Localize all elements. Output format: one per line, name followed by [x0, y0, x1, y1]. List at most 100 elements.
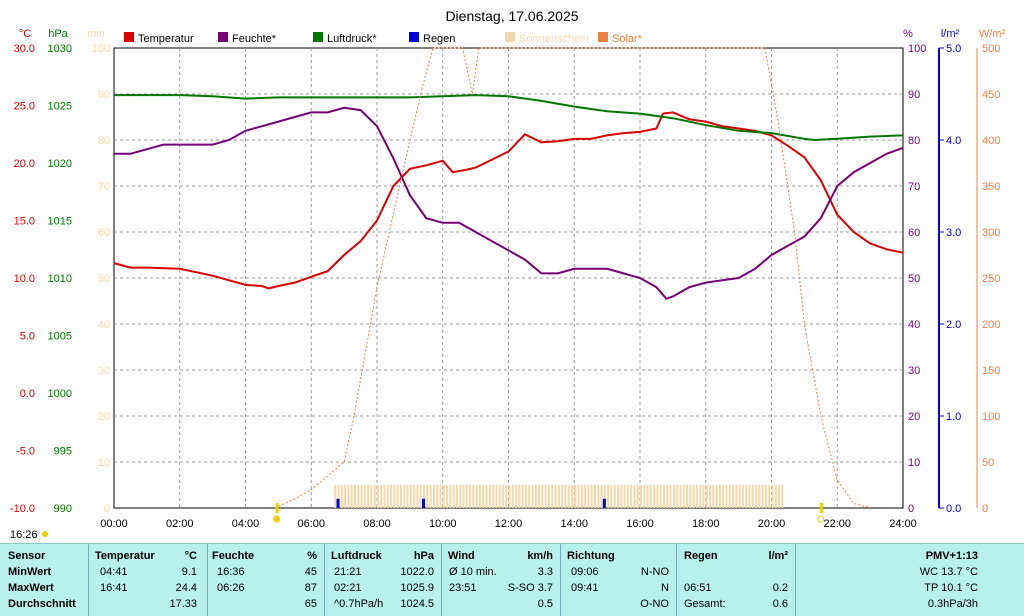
- sunshine-bar: [386, 485, 389, 508]
- sunshine-bar: [666, 485, 669, 508]
- sunshine-bar: [439, 485, 442, 508]
- sunshine-bar: [686, 485, 689, 508]
- sunshine-bar: [485, 485, 488, 508]
- rain-tick-label: 1.0: [946, 411, 961, 423]
- sunshine-bar: [728, 485, 731, 508]
- sunshine-bar: [419, 485, 422, 508]
- legend-label: Solar*: [612, 33, 643, 45]
- time-tick-label: 22:00: [823, 518, 851, 530]
- stats-dir-value: N-NO: [640, 566, 669, 578]
- sunshine-bar: [643, 485, 646, 508]
- sunshine-bar: [446, 485, 449, 508]
- min-tick-label: 10: [98, 457, 110, 469]
- sunshine-bar: [633, 485, 636, 508]
- sunshine-bar: [751, 485, 754, 508]
- legend-swatch: [598, 32, 608, 42]
- sunshine-bar: [702, 485, 705, 508]
- stats-press-time: 02:21: [334, 582, 362, 594]
- press-tick-label: 1000: [48, 388, 72, 400]
- pct-tick-label: 70: [908, 181, 920, 193]
- sunshine-bar: [511, 485, 514, 508]
- sunshine-bar: [649, 485, 652, 508]
- legend-swatch: [505, 32, 515, 42]
- temp-tick-label: 15.0: [14, 216, 35, 228]
- rain-bar: [602, 498, 606, 508]
- time-tick-label: 08:00: [363, 518, 391, 530]
- sunshine-bar: [699, 485, 702, 508]
- stats-dir-value: N: [661, 582, 669, 594]
- time-tick-label: 06:00: [297, 518, 325, 530]
- stats-hum-value: 65: [304, 598, 317, 610]
- temp-tick-label: 0.0: [20, 388, 35, 400]
- solar-tick-label: 200: [982, 319, 1000, 331]
- stats-press-value: 1022.0: [400, 566, 434, 578]
- stats-row-label: MinWert: [8, 566, 52, 578]
- stats-hum-value: 45: [304, 566, 317, 578]
- sunshine-bar: [656, 485, 659, 508]
- sunshine-bar: [426, 485, 429, 508]
- series-line-feuchte: [114, 106, 904, 300]
- stats-rain-value: 0.2: [772, 582, 788, 594]
- sunshine-bar: [508, 485, 511, 508]
- press-tick-label: 1020: [48, 158, 72, 170]
- stats-press-value: 1025.9: [400, 582, 434, 594]
- time-tick-label: 18:00: [692, 518, 720, 530]
- sunshine-bar: [781, 485, 784, 508]
- rain-bar: [336, 498, 340, 508]
- temp-tick-label: 25.0: [14, 101, 35, 113]
- sunshine-bar: [380, 485, 383, 508]
- legend: Temperatur Feuchte* Luftdruck* Regen Sonnens…: [124, 32, 643, 45]
- sunshine-bar: [334, 485, 337, 508]
- press-unit-label: hPa: [48, 28, 68, 40]
- sunshine-bar: [452, 485, 455, 508]
- sunshine-bar: [472, 485, 475, 508]
- sunshine-bar: [429, 485, 432, 508]
- sunshine-bar: [400, 485, 403, 508]
- stats-row-label: MaxWert: [8, 582, 54, 594]
- rain-tick-label: 0.0: [946, 503, 961, 515]
- sunshine-bar: [771, 485, 774, 508]
- pct-tick-label: 80: [908, 135, 920, 147]
- sunshine-bar: [347, 485, 350, 508]
- min-tick-label: 80: [98, 135, 110, 147]
- sunshine-bar: [488, 485, 491, 508]
- sunshine-bar: [577, 485, 580, 508]
- temp-tick-label: 5.0: [20, 331, 35, 343]
- stats-separator: [795, 544, 796, 616]
- sunset-icon: [817, 515, 825, 523]
- sunshine-bar: [590, 485, 593, 508]
- sunshine-bar: [692, 485, 695, 508]
- series-line-luftdruck: [114, 94, 904, 142]
- sunshine-bar: [360, 485, 363, 508]
- sunshine-bar: [541, 485, 544, 508]
- sunshine-bar: [469, 485, 472, 508]
- stats-hum-value: 87: [304, 582, 317, 594]
- pct-tick-label: 0: [908, 503, 914, 515]
- rain-bars: [336, 498, 606, 508]
- stats-dir-time: 09:06: [571, 566, 599, 578]
- stats-temp-value: 17.33: [169, 598, 197, 610]
- series-lines: [113, 47, 904, 509]
- axis-labels: °C hPa min% l/m² W/m² 30.0 25.0 20.0 15.0 10.0 5.0…: [10, 28, 1006, 530]
- stats-header-rain: Regen: [684, 550, 718, 562]
- sunshine-bar: [679, 485, 682, 508]
- stats-temp-time: 16:41: [100, 582, 128, 594]
- stats-hum-time: 06:26: [217, 582, 245, 594]
- min-tick-label: 60: [98, 227, 110, 239]
- sunshine-bar: [538, 485, 541, 508]
- weather-chart: Dienstag, 17.06.2025 Temperatur Feuchte* L…: [10, 8, 1006, 541]
- time-tick-label: 00:00: [100, 518, 128, 530]
- sunshine-bar: [567, 485, 570, 508]
- temp-tick-label: -10.0: [10, 503, 35, 515]
- stats-temp-value: 24.4: [175, 582, 197, 594]
- stats-hum-time: 16:36: [217, 566, 245, 578]
- sunshine-bar: [534, 485, 537, 508]
- min-tick-label: 50: [98, 273, 110, 285]
- sunshine-bar: [524, 485, 527, 508]
- stats-table: Sensor Temperatur °C Feuchte% Luftdruck hPa Wi…: [0, 543, 1024, 616]
- sunshine-bar: [547, 485, 550, 508]
- time-tick-label: 16:00: [626, 518, 654, 530]
- sunshine-bar: [653, 485, 656, 508]
- stats-dir-value: O-NO: [640, 598, 669, 610]
- pct-tick-label: 100: [908, 43, 926, 55]
